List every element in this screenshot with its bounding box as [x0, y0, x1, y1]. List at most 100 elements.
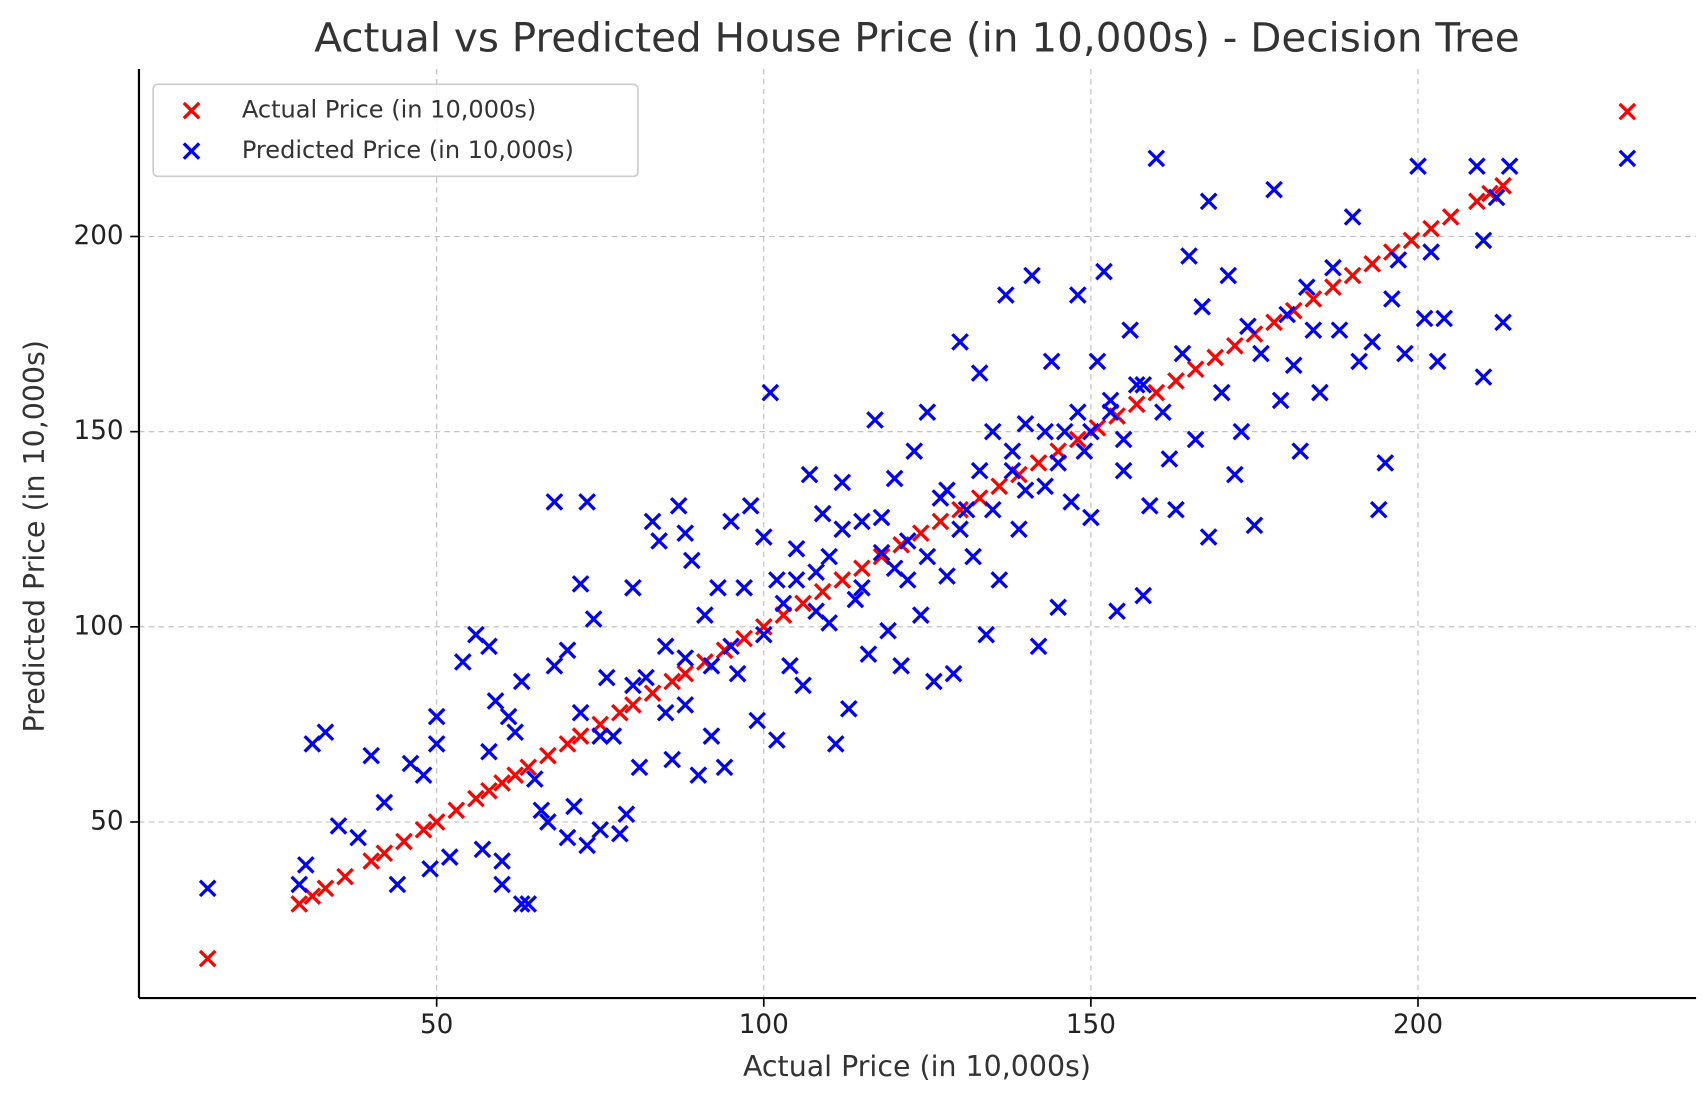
point	[983, 422, 1002, 441]
point	[493, 875, 511, 894]
point	[1311, 383, 1329, 402]
point	[1147, 149, 1166, 168]
point	[951, 500, 969, 519]
y-tick-label: 150	[74, 416, 124, 446]
point	[1474, 368, 1493, 386]
x-tick-label: 200	[1393, 1010, 1443, 1040]
point	[290, 875, 309, 894]
y-tick-label: 100	[74, 611, 124, 641]
point	[1225, 465, 1244, 484]
point	[1088, 352, 1107, 371]
point	[1324, 258, 1342, 277]
point	[414, 766, 433, 784]
point	[1265, 313, 1283, 332]
grid	[138, 69, 1697, 999]
point	[1363, 254, 1382, 273]
point	[643, 684, 662, 703]
point	[1363, 333, 1382, 351]
point	[938, 481, 956, 500]
point	[722, 512, 740, 531]
point	[1016, 481, 1035, 500]
point	[1225, 336, 1244, 355]
point	[316, 879, 335, 898]
point	[820, 547, 839, 566]
point	[388, 875, 407, 894]
point	[768, 731, 786, 749]
point	[735, 578, 753, 597]
point	[506, 723, 524, 742]
point	[1415, 309, 1434, 328]
point	[1082, 422, 1100, 441]
point	[1036, 422, 1054, 441]
point	[1324, 278, 1342, 297]
point	[879, 621, 897, 640]
point	[643, 512, 662, 531]
point	[898, 532, 917, 550]
point	[853, 512, 871, 531]
point	[473, 840, 492, 859]
point	[591, 727, 610, 745]
point	[951, 520, 969, 539]
point	[728, 664, 747, 683]
point	[807, 602, 825, 621]
point	[630, 758, 649, 777]
point	[617, 805, 636, 824]
point	[1487, 188, 1506, 207]
point	[447, 801, 466, 820]
point	[781, 657, 799, 675]
point	[741, 497, 760, 515]
point	[1396, 344, 1414, 363]
point	[1127, 395, 1146, 414]
point	[1278, 305, 1296, 324]
point	[480, 637, 498, 656]
point	[1199, 192, 1218, 211]
point	[1049, 454, 1067, 472]
point	[604, 727, 623, 745]
point	[506, 766, 524, 784]
point	[480, 781, 498, 800]
point	[597, 668, 616, 687]
point	[414, 820, 433, 839]
point	[578, 493, 596, 511]
point	[872, 543, 891, 562]
point	[853, 578, 871, 597]
point	[565, 797, 583, 816]
point	[656, 637, 675, 656]
point	[1297, 278, 1316, 297]
point	[558, 735, 577, 753]
point	[938, 567, 956, 585]
point	[1029, 637, 1048, 656]
point	[1042, 352, 1061, 371]
point	[591, 820, 610, 839]
point	[1114, 430, 1133, 449]
point	[997, 286, 1015, 304]
point	[493, 852, 511, 870]
point	[1167, 372, 1185, 390]
point	[983, 500, 1002, 519]
point	[1199, 528, 1218, 546]
point	[833, 571, 852, 589]
point	[198, 879, 217, 898]
point	[931, 512, 950, 531]
point	[440, 848, 459, 866]
y-tick-label: 50	[90, 806, 123, 836]
point	[1016, 415, 1035, 433]
point	[885, 469, 904, 488]
point	[1252, 344, 1270, 363]
point	[676, 664, 695, 683]
point	[1160, 450, 1179, 468]
point	[290, 895, 309, 913]
point	[499, 707, 518, 726]
point	[375, 844, 394, 863]
x-tick-label: 150	[1066, 1010, 1116, 1040]
point	[1154, 403, 1172, 421]
point	[624, 578, 642, 597]
x-tick-label: 50	[420, 1010, 453, 1040]
point	[702, 727, 721, 745]
point	[977, 625, 996, 644]
point	[1186, 430, 1205, 449]
point	[1402, 231, 1421, 250]
point	[558, 641, 577, 660]
legend-marker	[182, 142, 201, 160]
point	[1500, 157, 1519, 176]
